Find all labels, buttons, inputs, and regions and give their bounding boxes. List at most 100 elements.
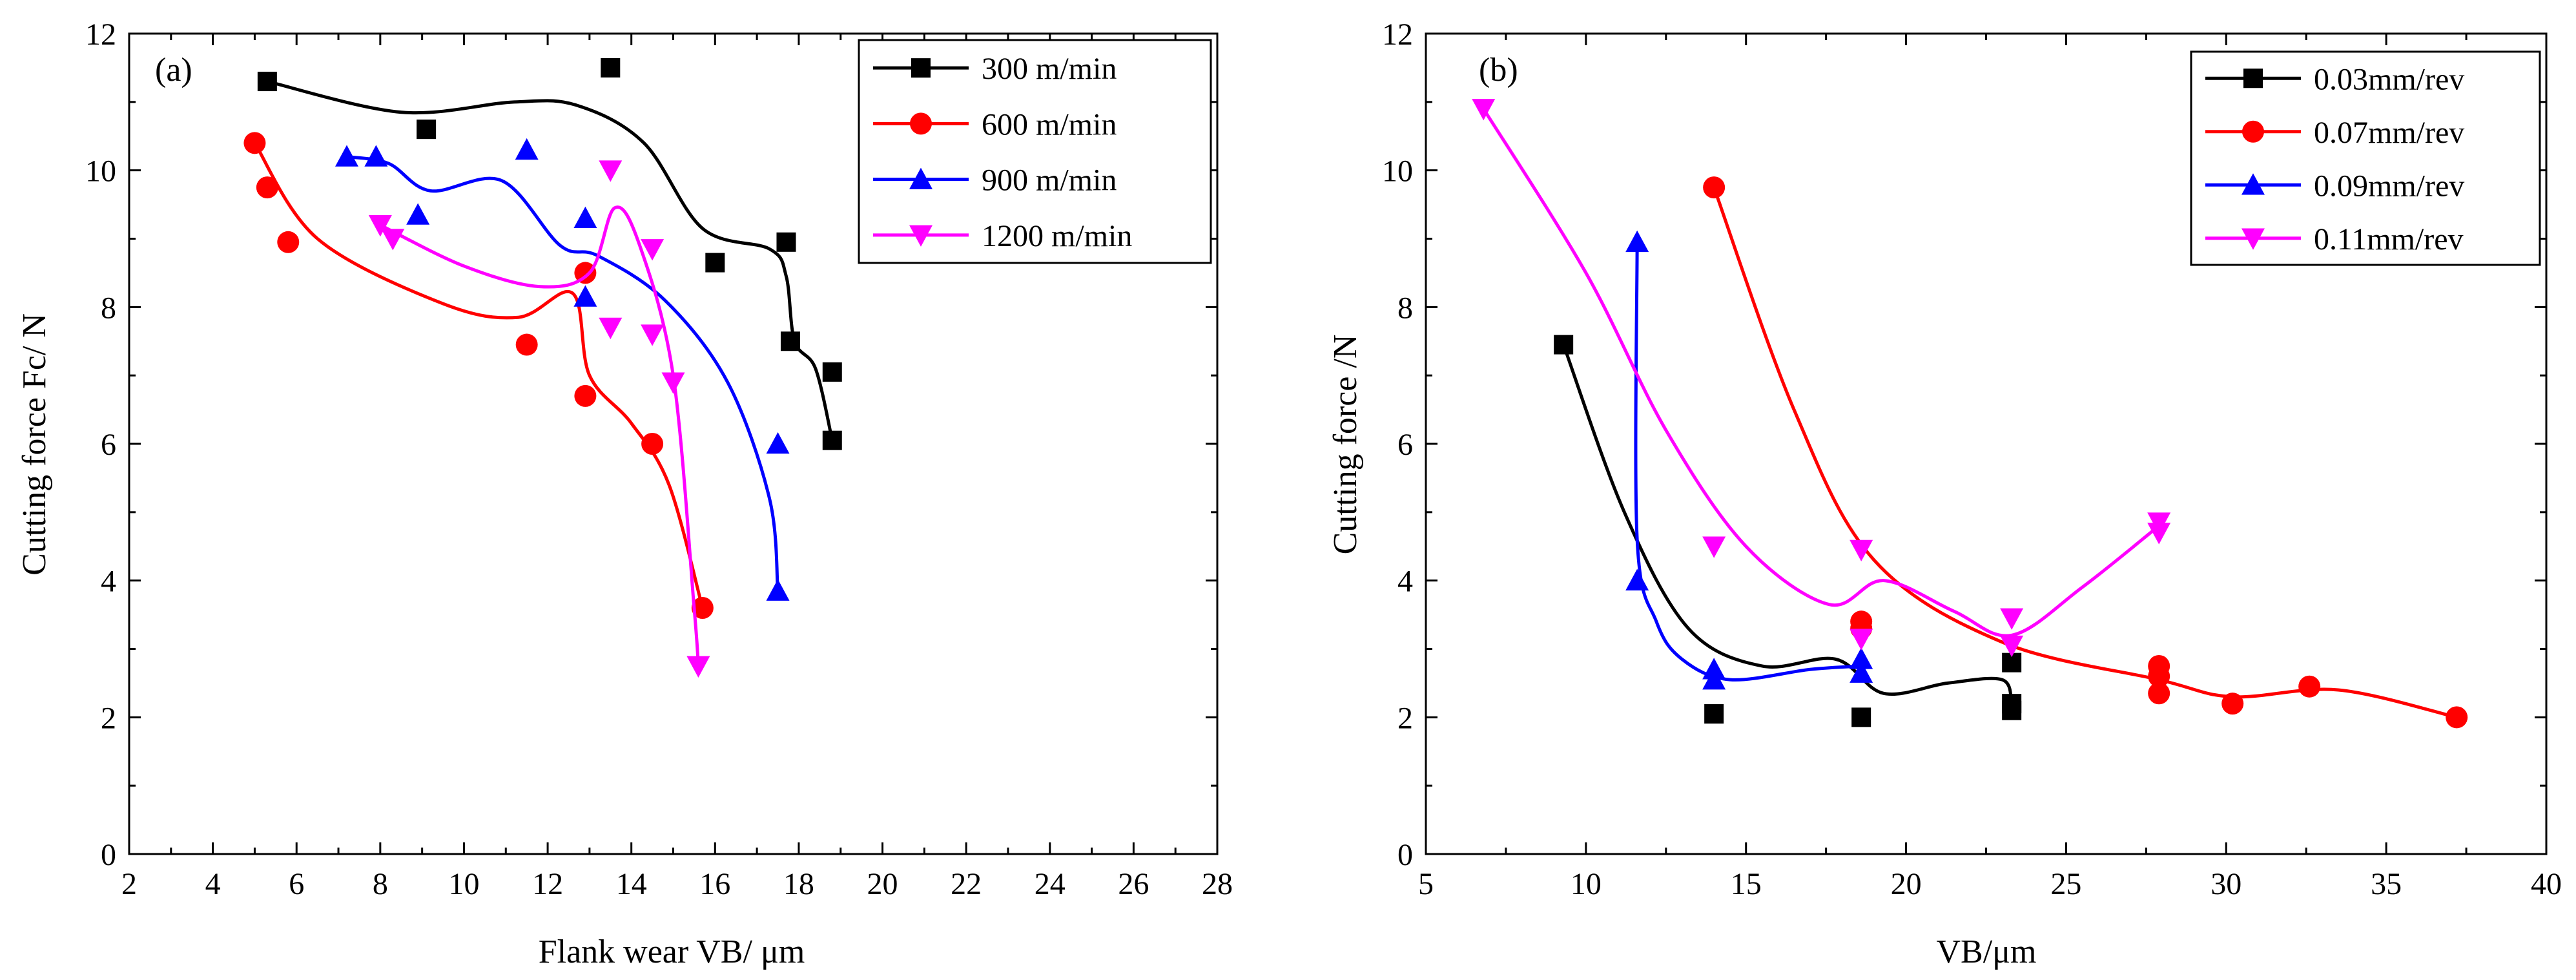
legend-label: 0.11mm/rev	[2314, 222, 2464, 256]
x-tick-label: 22	[951, 867, 982, 901]
x-tick-label: 2	[121, 867, 137, 901]
data-point	[641, 324, 665, 346]
data-point	[766, 432, 790, 454]
fit-curve	[253, 141, 705, 609]
data-point	[599, 317, 623, 340]
y-tick-label: 6	[101, 428, 116, 462]
legend-label: 1200 m/min	[982, 219, 1132, 253]
chart-panel-b: 5 10 15 20 25 30 35 40 0 2 4 6 8 10 12 VB/μm Cutting for…	[1327, 17, 2562, 970]
data-point	[574, 262, 597, 284]
legend-label: 0.09mm/rev	[2314, 169, 2464, 203]
x-tick-label: 26	[1118, 867, 1149, 901]
legend-label: 900 m/min	[982, 163, 1117, 198]
panel-label: (a)	[155, 52, 192, 89]
data-point	[822, 362, 842, 382]
data-point	[641, 433, 664, 455]
data-point	[1625, 230, 1649, 253]
data-point	[1702, 668, 1726, 690]
legend: 0.03mm/rev 0.07mm/rev 0.09mm/rev 0.11mm/rev	[2190, 50, 2541, 266]
legend-marker	[909, 225, 933, 247]
x-tick-label: 35	[2371, 867, 2402, 901]
panel-label: (b)	[1479, 52, 1518, 89]
data-point	[822, 430, 842, 450]
fit-curve	[1482, 108, 2160, 638]
series-2	[335, 138, 790, 601]
data-point	[1554, 335, 1574, 355]
data-point	[601, 57, 621, 78]
data-point	[1702, 536, 1726, 558]
y-tick-label: 0	[1397, 838, 1413, 872]
x-tick-label: 10	[1571, 867, 1602, 901]
y-axis-title: Cutting force /N	[1327, 335, 1364, 555]
data-point	[1850, 629, 1873, 651]
series-0	[257, 57, 842, 450]
x-tick-label: 24	[1035, 867, 1066, 901]
x-tick-label: 28	[1202, 867, 1233, 901]
data-point	[277, 231, 300, 253]
data-point	[1850, 539, 1873, 562]
x-tick-label: 10	[448, 867, 479, 901]
data-point	[1850, 647, 1873, 669]
x-tick-label: 40	[2531, 867, 2562, 901]
data-point	[335, 145, 358, 167]
data-point	[417, 120, 437, 140]
series-3	[1472, 99, 2171, 658]
data-point	[257, 72, 277, 92]
x-tick-label: 20	[867, 867, 898, 901]
legend-marker	[910, 112, 932, 135]
x-tick-label: 18	[783, 867, 814, 901]
x-axis-title: Flank wear VB/ μm	[539, 933, 805, 970]
x-tick-label: 15	[1731, 867, 1762, 901]
legend-label: 600 m/min	[982, 107, 1117, 141]
data-point	[705, 253, 725, 273]
y-tick-label: 10	[1382, 154, 1413, 189]
fit-curve	[379, 205, 700, 667]
data-point	[1704, 704, 1724, 724]
data-point	[691, 597, 714, 619]
y-tick-label: 2	[101, 701, 116, 735]
legend-label: 0.03mm/rev	[2314, 62, 2464, 96]
data-point	[1472, 99, 1496, 121]
data-point	[256, 176, 278, 199]
data-point	[368, 215, 392, 237]
x-tick-label: 5	[1418, 867, 1434, 901]
data-point	[515, 333, 538, 356]
data-point	[599, 160, 623, 182]
data-point	[1851, 707, 1871, 727]
series-2	[1625, 230, 1873, 690]
y-tick-label: 8	[101, 291, 116, 325]
data-point	[2000, 635, 2024, 658]
x-tick-label: 25	[2050, 867, 2081, 901]
data-point	[573, 285, 597, 307]
data-point	[686, 656, 710, 678]
x-tick-label: 12	[532, 867, 563, 901]
y-axis-title: Cutting force Fc/ N	[16, 313, 53, 576]
x-axis-title: VB/μm	[1936, 933, 2036, 970]
data-point	[573, 206, 597, 229]
data-point	[574, 384, 597, 407]
x-tick-label: 30	[2210, 867, 2241, 901]
data-point	[2148, 682, 2170, 705]
legend: 300 m/min 600 m/min 900 m/min 1200 m/min	[858, 39, 1212, 264]
legend-label: 0.07mm/rev	[2314, 116, 2464, 150]
series-3	[368, 160, 710, 678]
data-point	[776, 232, 796, 252]
fit-curve	[1634, 242, 1862, 682]
y-tick-label: 4	[1397, 565, 1413, 599]
data-point	[1625, 568, 1649, 590]
y-tick-label: 0	[101, 838, 116, 872]
data-point	[515, 138, 539, 160]
x-tick-label: 4	[205, 867, 221, 901]
series-1	[243, 132, 714, 619]
y-tick-label: 4	[101, 565, 116, 599]
legend-label: 300 m/min	[982, 52, 1117, 86]
y-tick-label: 8	[1397, 291, 1413, 325]
fit-curve	[1712, 187, 2457, 719]
data-point	[2446, 706, 2468, 729]
y-tick-label: 2	[1397, 701, 1413, 735]
legend-marker	[2241, 228, 2265, 250]
legend-marker	[2243, 68, 2263, 89]
x-tick-label: 6	[289, 867, 304, 901]
legend-marker	[911, 58, 931, 78]
